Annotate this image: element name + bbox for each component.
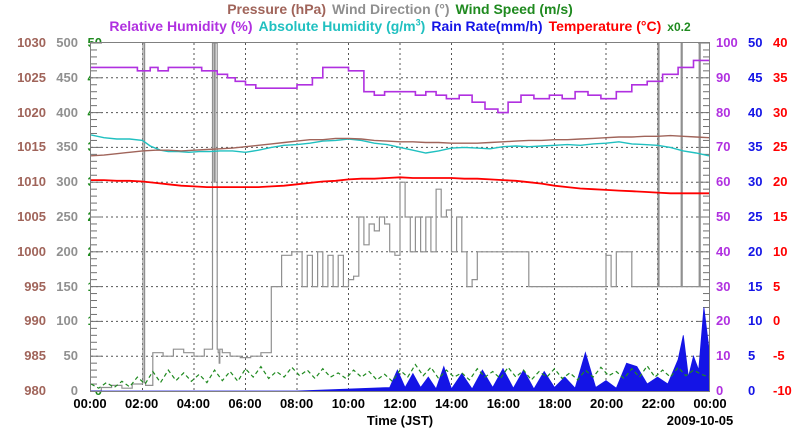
pressure-tick-4: 1010 xyxy=(17,174,46,190)
axis-labels-wind-direction: 500 450 400 350 300 250 200 150 100 50 0 xyxy=(46,36,78,397)
pressure-tick-10: 980 xyxy=(24,383,46,398)
x-tick-10: 20:00 xyxy=(590,396,624,411)
relative-humidity-tick-0: 100 xyxy=(716,35,738,50)
wind-direction-tick-3: 350 xyxy=(56,139,78,155)
relative-humidity-tick-3: 70 xyxy=(716,139,731,155)
axis-labels-temperature: 40 35 30 25 20 15 10 5 0 -5 -10 xyxy=(773,36,800,397)
rain-rate-tick-5: 25 xyxy=(748,209,763,224)
x-axis-date: 2009-10-05 xyxy=(666,413,734,428)
x-tick-11: 22:00 xyxy=(641,396,675,411)
wind-direction-tick-8: 100 xyxy=(56,313,78,329)
series-rain-rate xyxy=(91,307,709,391)
x-tick-3: 06:00 xyxy=(228,396,262,411)
plot-area xyxy=(90,42,710,392)
pressure-tick-6: 1000 xyxy=(17,243,46,259)
x-tick-4: 08:00 xyxy=(280,396,314,411)
wind-direction-tick-4: 300 xyxy=(56,174,78,190)
legend-item-5: x0.2 xyxy=(667,19,691,34)
series-relative-humidity xyxy=(91,59,709,114)
legend-item-1: Relative Humidity (%) xyxy=(109,17,253,34)
x-tick-6: 12:00 xyxy=(383,396,417,411)
rain-rate-tick-10: 0 xyxy=(748,383,756,398)
series-pressure xyxy=(91,134,709,157)
rain-rate-tick-4: 30 xyxy=(748,174,763,190)
temperature-tick-6: 10 xyxy=(773,243,788,259)
wind-direction-tick-7: 150 xyxy=(56,278,78,294)
wind-direction-tick-5: 250 xyxy=(56,209,78,224)
wind-direction-tick-6: 200 xyxy=(56,243,78,259)
legend-item-1: Pressure (hPa) xyxy=(227,1,327,17)
temperature-tick-3: 25 xyxy=(773,139,788,155)
wind-direction-tick-0: 500 xyxy=(56,35,78,50)
x-tick-5: 10:00 xyxy=(331,396,365,411)
pressure-tick-0: 1030 xyxy=(17,35,46,50)
temperature-tick-1: 35 xyxy=(773,69,788,85)
pressure-tick-9: 985 xyxy=(24,348,46,364)
x-axis-title: Time (JST) xyxy=(366,413,434,428)
series-wind-direction xyxy=(91,43,709,391)
wind-direction-tick-1: 450 xyxy=(56,69,78,85)
rain-rate-tick-2: 40 xyxy=(748,104,763,120)
relative-humidity-tick-10: 0 xyxy=(716,383,724,398)
x-axis-tick-labels: 00:00 02:00 04:00 06:00 08:00 10:00 12:00 14:00… xyxy=(0,396,800,414)
temperature-tick-4: 20 xyxy=(773,174,788,190)
rain-rate-tick-6: 20 xyxy=(748,243,763,259)
axis-labels-rain-rate: 50 45 40 35 30 25 20 15 10 5 0 xyxy=(748,36,772,397)
legend-item-2: Absolute Humidity (g/m3) xyxy=(258,17,426,34)
plot-frame xyxy=(90,42,710,392)
legend-item-3: Rain Rate(mm/h) xyxy=(431,17,543,34)
rain-rate-tick-3: 35 xyxy=(748,139,763,155)
rain-rate-tick-0: 50 xyxy=(748,35,763,50)
rain-rate-tick-1: 45 xyxy=(748,69,763,85)
x-tick-8: 16:00 xyxy=(486,396,520,411)
chart-canvas xyxy=(91,43,709,391)
temperature-tick-9: -5 xyxy=(773,348,785,364)
legend-item-3: Wind Speed (m/s) xyxy=(455,1,573,17)
relative-humidity-tick-6: 40 xyxy=(716,243,731,259)
temperature-tick-2: 30 xyxy=(773,104,788,120)
relative-humidity-tick-1: 90 xyxy=(716,69,731,85)
pressure-tick-2: 1020 xyxy=(17,104,46,120)
rain-rate-tick-7: 15 xyxy=(748,278,763,294)
pressure-tick-3: 1015 xyxy=(17,139,46,155)
x-tick-12: 00:00 xyxy=(693,396,727,411)
series-absolute-humidity xyxy=(91,134,709,157)
temperature-tick-5: 15 xyxy=(773,209,788,224)
series-temperature xyxy=(91,176,709,195)
x-tick-7: 14:00 xyxy=(435,396,469,411)
axis-labels-relative-humidity: 100 90 80 70 60 50 40 30 20 10 0 xyxy=(716,36,744,397)
legend-item-4: Temperature (°C) xyxy=(548,17,662,34)
relative-humidity-tick-8: 20 xyxy=(716,313,731,329)
pressure-tick-7: 995 xyxy=(24,278,46,294)
relative-humidity-tick-7: 30 xyxy=(716,278,731,294)
x-tick-2: 04:00 xyxy=(176,396,210,411)
chart-legend: Pressure (hPa) Wind Direction (°) Wind Spe… xyxy=(0,0,800,36)
rain-rate-tick-9: 5 xyxy=(748,348,756,364)
temperature-tick-10: -10 xyxy=(773,383,792,398)
legend-item-2: Wind Direction (°) xyxy=(332,1,450,17)
x-tick-0: 00:00 xyxy=(73,396,107,411)
temperature-tick-7: 5 xyxy=(773,278,781,294)
relative-humidity-tick-5: 50 xyxy=(716,209,731,224)
axis-labels-pressure: 1030 1025 1020 1015 1010 1005 1000 995 990 985 980 xyxy=(0,36,46,397)
relative-humidity-tick-4: 60 xyxy=(716,174,731,190)
wind-direction-tick-2: 400 xyxy=(56,104,78,120)
legend-row-2: Relative Humidity (%) Absolute Humidity (… xyxy=(0,17,800,34)
legend-row-1: Pressure (hPa) Wind Direction (°) Wind Spe… xyxy=(0,1,800,17)
pressure-tick-1: 1025 xyxy=(17,69,46,85)
temperature-tick-8: 0 xyxy=(773,313,781,329)
relative-humidity-tick-2: 80 xyxy=(716,104,731,120)
rain-rate-tick-8: 10 xyxy=(748,313,763,329)
wind-direction-tick-10: 0 xyxy=(70,383,78,398)
relative-humidity-tick-9: 10 xyxy=(716,348,731,364)
pressure-tick-8: 990 xyxy=(24,313,46,329)
x-tick-9: 18:00 xyxy=(538,396,572,411)
x-tick-1: 02:00 xyxy=(125,396,159,411)
wind-direction-tick-9: 50 xyxy=(63,348,78,364)
temperature-tick-0: 40 xyxy=(773,35,788,50)
series-wind-speed xyxy=(91,363,709,389)
pressure-tick-5: 1005 xyxy=(17,209,46,224)
